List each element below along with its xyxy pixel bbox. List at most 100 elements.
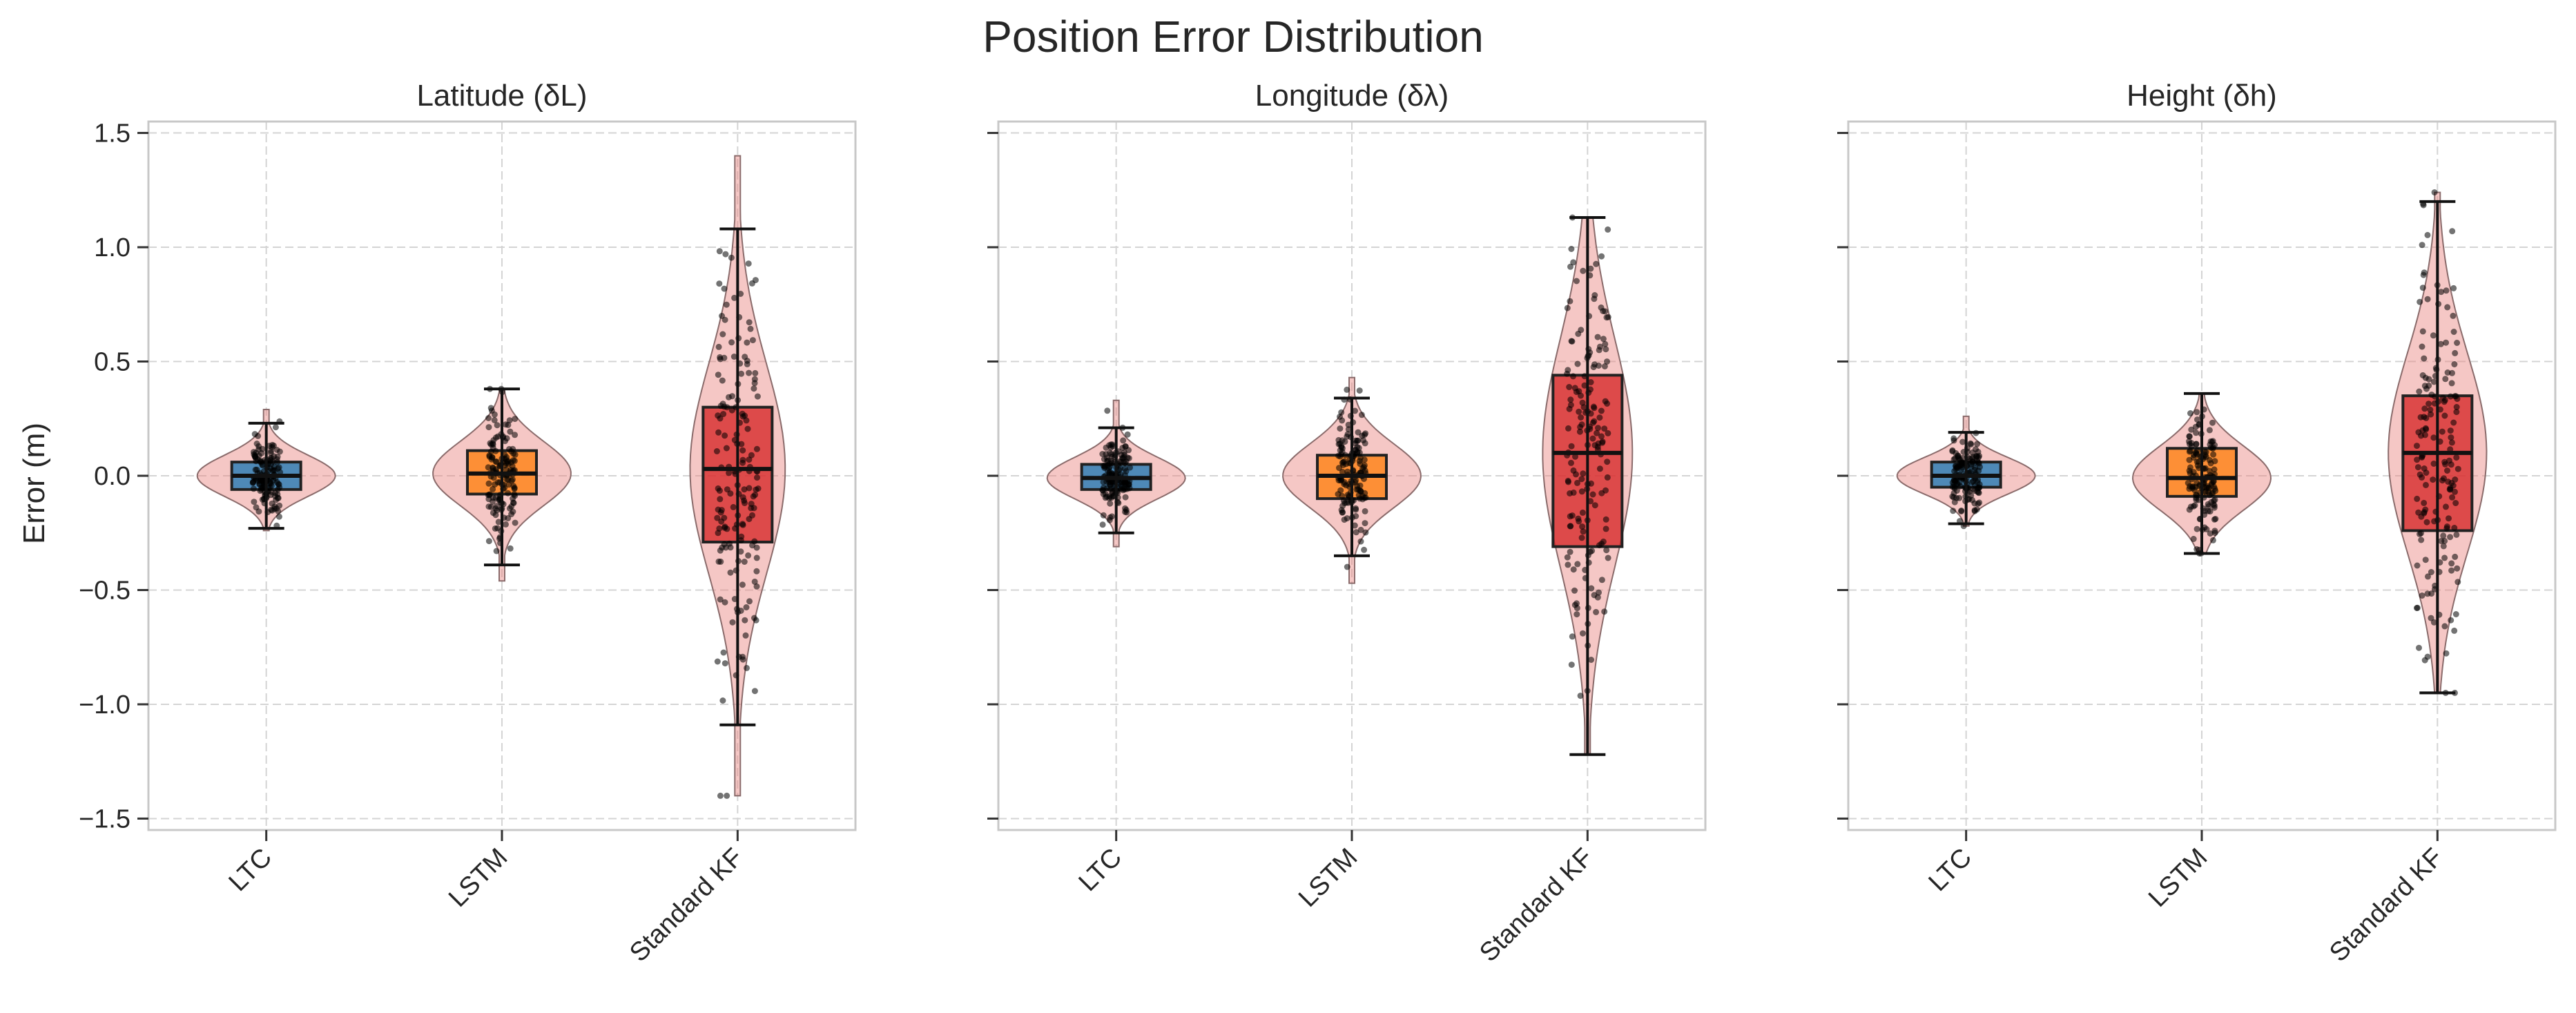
data-point	[1596, 542, 1602, 549]
data-point	[1566, 384, 1573, 390]
y-tick-label: 1.5	[94, 119, 130, 148]
data-point	[1353, 506, 1359, 513]
data-point	[738, 370, 745, 377]
data-point	[1575, 515, 1582, 522]
data-point	[1355, 445, 1362, 452]
data-point	[1573, 611, 1580, 618]
data-point	[1361, 546, 1368, 553]
data-point	[1578, 534, 1585, 541]
data-point	[1567, 523, 1574, 530]
data-point	[2419, 343, 2425, 350]
data-point	[1591, 592, 1598, 599]
data-point	[2447, 534, 2454, 541]
data-point	[2443, 503, 2449, 510]
data-point	[2452, 349, 2459, 356]
data-point	[1359, 432, 1366, 439]
data-point	[1566, 405, 1573, 412]
data-point	[1351, 522, 1358, 529]
data-point	[1577, 693, 1584, 700]
data-point	[2205, 489, 2212, 496]
data-point	[2421, 269, 2428, 276]
data-point	[2443, 287, 2450, 294]
data-point	[1339, 492, 1346, 499]
data-point	[2211, 458, 2218, 465]
data-point	[1568, 443, 1575, 450]
data-point	[2186, 448, 2193, 455]
data-point	[724, 404, 730, 411]
data-point	[1974, 441, 1981, 447]
data-point	[2440, 543, 2447, 550]
data-point	[507, 545, 514, 552]
data-point	[751, 538, 758, 545]
data-point	[2209, 537, 2216, 543]
data-point	[753, 568, 760, 575]
data-point	[2450, 329, 2457, 335]
data-point	[1354, 437, 1361, 444]
data-point	[744, 339, 750, 346]
data-point	[1362, 508, 1368, 514]
data-point	[2452, 611, 2459, 617]
data-point	[1975, 454, 1982, 461]
data-point	[511, 457, 518, 464]
data-point	[2420, 202, 2427, 209]
data-point	[2450, 312, 2457, 319]
data-point	[2450, 482, 2457, 489]
data-point	[716, 248, 723, 255]
data-point	[2448, 434, 2454, 441]
data-point	[1595, 425, 1601, 432]
data-point	[741, 559, 748, 565]
data-point	[2430, 476, 2437, 483]
data-point	[1602, 340, 1609, 347]
data-point	[2209, 419, 2216, 426]
data-point	[717, 558, 724, 565]
data-point	[2194, 492, 2200, 499]
data-point	[2423, 426, 2430, 433]
data-point	[2207, 438, 2214, 445]
data-point	[747, 325, 754, 332]
data-point	[2205, 503, 2212, 510]
data-point	[751, 380, 758, 387]
data-point	[749, 512, 755, 519]
data-point	[1950, 437, 1957, 444]
data-point	[1587, 498, 1594, 505]
data-point	[1574, 360, 1581, 367]
data-point	[1975, 459, 1982, 466]
data-point	[2441, 396, 2448, 403]
data-point	[2454, 579, 2461, 586]
data-point	[715, 506, 722, 513]
data-point	[1958, 508, 1965, 514]
data-point	[1594, 430, 1600, 436]
data-point	[2423, 385, 2430, 392]
data-point	[276, 448, 283, 455]
data-point	[1598, 577, 1605, 583]
data-point	[722, 316, 728, 323]
data-point	[512, 416, 519, 423]
data-point	[2419, 328, 2426, 335]
data-point	[1357, 454, 1364, 461]
data-point	[493, 548, 500, 554]
data-point	[2425, 573, 2431, 580]
data-point	[738, 533, 745, 540]
data-point	[2194, 409, 2200, 416]
data-point	[719, 544, 726, 551]
data-point	[2430, 434, 2437, 441]
data-point	[1120, 458, 1127, 465]
data-point	[1344, 515, 1350, 522]
data-point	[2441, 554, 2448, 561]
data-point	[2450, 419, 2457, 426]
data-point	[1100, 479, 1107, 485]
data-point	[503, 466, 510, 473]
data-point	[2439, 428, 2446, 435]
data-point	[510, 483, 517, 490]
data-point	[744, 664, 750, 671]
data-point	[746, 598, 753, 605]
data-point	[721, 285, 728, 292]
data-point	[1357, 526, 1364, 533]
data-point	[2211, 483, 2218, 490]
series-ltc	[196, 409, 336, 532]
data-point	[272, 424, 279, 431]
data-point	[493, 459, 500, 465]
data-point	[1567, 490, 1573, 496]
data-point	[1605, 554, 1611, 561]
data-point	[716, 525, 723, 532]
